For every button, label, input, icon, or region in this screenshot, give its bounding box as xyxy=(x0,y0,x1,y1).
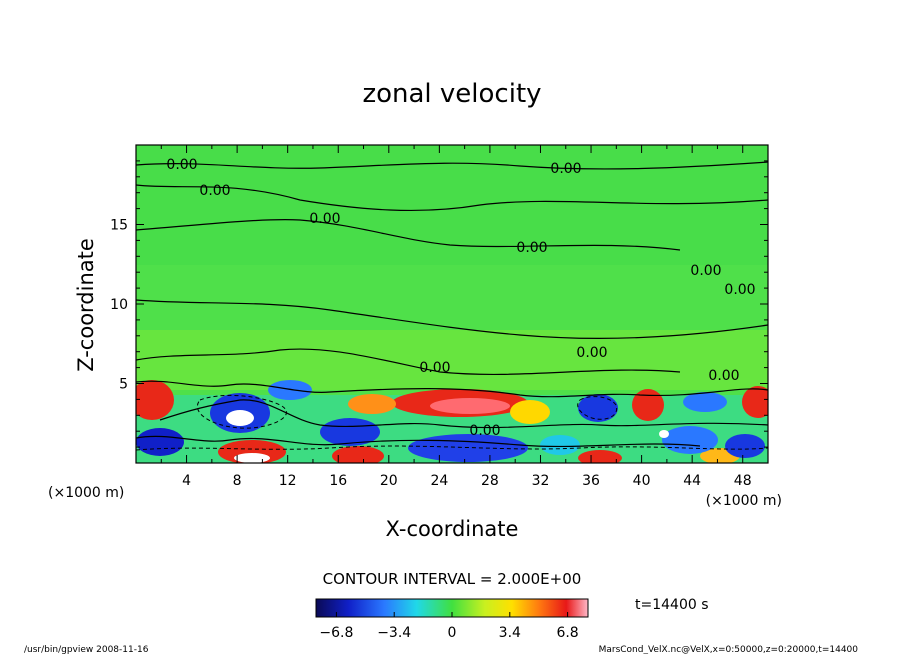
y-axis-ticks: 5 10 15 xyxy=(110,160,768,448)
x-tick-label: 4 xyxy=(182,473,191,489)
colorbar-tick-label: 3.4 xyxy=(499,625,521,641)
contour-label: 0.00 xyxy=(708,368,739,384)
x-tick-label: 20 xyxy=(380,473,398,489)
contour-label: 0.00 xyxy=(550,161,581,177)
x-tick-label: 48 xyxy=(734,473,752,489)
contour-interval: CONTOUR INTERVAL = 2.000E+00 xyxy=(323,570,582,588)
velocity-field xyxy=(136,145,768,463)
contour-label: 0.00 xyxy=(576,345,607,361)
x-tick-label: 16 xyxy=(329,473,347,489)
x-tick-label: 8 xyxy=(233,473,242,489)
footer-right: MarsCond_VelX.nc@VelX,x=0:50000,z=0:2000… xyxy=(599,645,859,654)
y-axis-label: Z-coordinate xyxy=(74,238,98,372)
x-unit-right: (×1000 m) xyxy=(706,493,782,509)
contour-label: 0.00 xyxy=(419,360,450,376)
colorbar-tick-label: −6.8 xyxy=(319,625,353,641)
contour-label: 0.00 xyxy=(690,263,721,279)
time-label: t=14400 s xyxy=(635,597,709,613)
x-tick-label: 28 xyxy=(481,473,499,489)
colorbar-ticks: −6.8 −3.4 0 3.4 6.8 xyxy=(319,612,579,641)
y-tick-label: 5 xyxy=(119,377,128,393)
y-tick-label: 15 xyxy=(110,218,128,234)
x-axis-ticks: 4 8 12 16 20 24 28 32 36 40 44 48 xyxy=(160,145,752,489)
contour-label: 0.00 xyxy=(724,282,755,298)
contour-label: 0.00 xyxy=(166,157,197,173)
x-unit-left: (×1000 m) xyxy=(48,485,124,501)
x-tick-label: 36 xyxy=(582,473,600,489)
x-tick-label: 40 xyxy=(633,473,651,489)
y-tick-label: 10 xyxy=(110,297,128,313)
x-tick-label: 44 xyxy=(683,473,701,489)
colorbar-tick-label: 6.8 xyxy=(556,625,578,641)
chart-title: zonal velocity xyxy=(362,79,541,109)
x-tick-label: 12 xyxy=(279,473,297,489)
colorbar-tick-label: 0 xyxy=(448,625,457,641)
x-axis-label: X-coordinate xyxy=(386,517,519,541)
footer-left: /usr/bin/gpview 2008-11-16 xyxy=(24,645,149,654)
contour-label: 0.00 xyxy=(199,183,230,199)
x-tick-label: 24 xyxy=(430,473,448,489)
contour-label: 0.00 xyxy=(516,240,547,256)
contour-label: 0.00 xyxy=(469,423,500,439)
contour-label: 0.00 xyxy=(309,211,340,227)
contour-labels: 0.00 0.00 0.00 0.00 0.00 0.00 0.00 0.00 … xyxy=(166,157,755,439)
colorbar-tick-label: −3.4 xyxy=(377,625,411,641)
x-tick-label: 32 xyxy=(532,473,550,489)
